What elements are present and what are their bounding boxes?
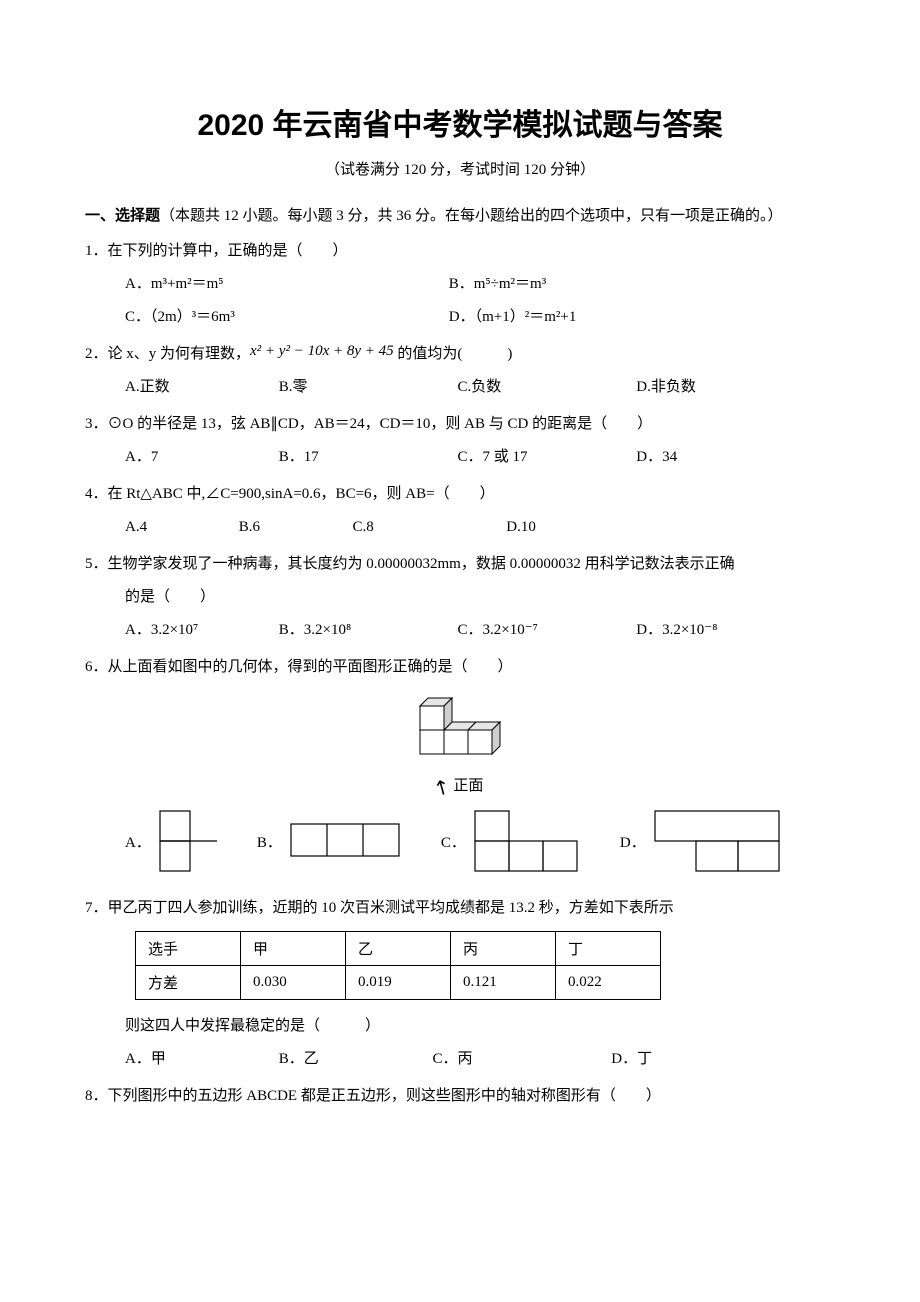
section-1-label: 一、选择题 — [85, 208, 160, 224]
q6-opt-d-label: D． — [620, 831, 646, 852]
q5-stem2: 的是（ ） — [85, 581, 835, 614]
q5-stem: 5．生物学家发现了一种病毒，其长度约为 0.00000032mm，数据 0.00… — [85, 548, 835, 581]
q2-opt-c: C.负数 — [458, 371, 633, 404]
q2-stem-pre: 2．论 x、y 为何有理数， — [85, 346, 250, 362]
question-8: 8．下列图形中的五边形 ABCDE 都是正五边形，则这些图形中的轴对称图形有（ … — [85, 1080, 835, 1113]
section-1-heading: 一、选择题（本题共 12 小题。每小题 3 分，共 36 分。在每小题给出的四个… — [85, 201, 835, 231]
q7-opt-c: C．丙 — [433, 1043, 608, 1076]
q2-expr: x² + y² − 10x + 8y + 45 — [250, 343, 394, 359]
question-2: 2．论 x、y 为何有理数，x² + y² − 10x + 8y + 45 的值… — [85, 338, 835, 404]
q6-shape-a — [159, 810, 221, 872]
q1-stem: 1．在下列的计算中，正确的是（ ） — [85, 235, 835, 268]
q8-stem: 8．下列图形中的五边形 ABCDE 都是正五边形，则这些图形中的轴对称图形有（ … — [85, 1080, 835, 1113]
q2-opt-b: B.零 — [279, 371, 454, 404]
q1-opt-d: D．（m+1）²＝m²+1 — [449, 301, 577, 334]
q2-stem-post: 的值均为( ) — [394, 346, 513, 362]
q3-opt-d: D．34 — [636, 441, 677, 474]
q4-opt-d: D.10 — [506, 511, 536, 544]
q1-opt-a: A．m³+m²＝m⁵ — [125, 268, 445, 301]
table-row: 选手 甲 乙 丙 丁 — [136, 932, 661, 966]
q4-stem: 4．在 Rt△ABC 中,∠C=900,sinA=0.6，BC=6，则 AB=（… — [85, 478, 835, 511]
cell-d: 0.022 — [556, 966, 661, 1000]
th-b: 乙 — [346, 932, 451, 966]
q6-opt-c-label: C． — [441, 831, 466, 852]
q4-opt-b: B.6 — [239, 511, 349, 544]
question-4: 4．在 Rt△ABC 中,∠C=900,sinA=0.6，BC=6，则 AB=（… — [85, 478, 835, 544]
q7-stem: 7．甲乙丙丁四人参加训练，近期的 10 次百米测试平均成绩都是 13.2 秒，方… — [85, 892, 835, 925]
q2-opt-d: D.非负数 — [636, 371, 696, 404]
question-6: 6．从上面看如图中的几何体，得到的平面图形正确的是（ ） — [85, 651, 835, 684]
table-row: 方差 0.030 0.019 0.121 0.022 — [136, 966, 661, 1000]
q2-opt-a: A.正数 — [125, 371, 275, 404]
q3-opt-b: B．17 — [279, 441, 454, 474]
arrow-icon: ↗ — [426, 774, 456, 801]
q5-opt-b: B．3.2×10⁸ — [279, 614, 454, 647]
q5-opt-d: D．3.2×10⁻⁸ — [636, 614, 717, 647]
th-player: 选手 — [136, 932, 241, 966]
q7-opt-b: B．乙 — [279, 1043, 429, 1076]
cell-b: 0.019 — [346, 966, 451, 1000]
q6-opt-b-label: B． — [257, 831, 282, 852]
q5-opt-c: C．3.2×10⁻⁷ — [458, 614, 633, 647]
question-1: 1．在下列的计算中，正确的是（ ） A．m³+m²＝m⁵ B．m⁵÷m²＝m³ … — [85, 235, 835, 334]
q6-options-row: A． B． C． D． — [85, 810, 835, 872]
variance-table: 选手 甲 乙 丙 丁 方差 0.030 0.019 0.121 0.022 — [135, 931, 661, 1000]
q1-opt-b: B．m⁵÷m²＝m³ — [449, 268, 546, 301]
q7-opt-a: A．甲 — [125, 1043, 275, 1076]
page-subtitle: （试卷满分 120 分，考试时间 120 分钟） — [85, 158, 835, 179]
q5-opt-a: A．3.2×10⁷ — [125, 614, 275, 647]
cube-figure — [85, 690, 835, 769]
cube-3d-icon — [410, 690, 510, 764]
q7-after: 则这四人中发挥最稳定的是（ ） A．甲 B．乙 C．丙 D．丁 — [85, 1010, 835, 1076]
q6-shape-d — [654, 810, 784, 872]
cell-c: 0.121 — [451, 966, 556, 1000]
q6-stem: 6．从上面看如图中的几何体，得到的平面图形正确的是（ ） — [85, 651, 835, 684]
exam-page: 2020 年云南省中考数学模拟试题与答案 （试卷满分 120 分，考试时间 12… — [0, 0, 920, 1177]
q4-opt-c: C.8 — [353, 511, 503, 544]
row-label: 方差 — [136, 966, 241, 1000]
question-3: 3．⊙O 的半径是 13，弦 AB∥CD，AB＝24，CD＝10，则 AB 与 … — [85, 408, 835, 474]
q4-opt-a: A.4 — [125, 511, 235, 544]
th-d: 丁 — [556, 932, 661, 966]
q3-opt-a: A．7 — [125, 441, 275, 474]
q7-opt-d: D．丁 — [611, 1043, 652, 1076]
q3-opt-c: C．7 或 17 — [458, 441, 633, 474]
q6-shape-c — [474, 810, 584, 872]
front-label-row: ↗正面 — [85, 771, 835, 796]
question-7: 7．甲乙丙丁四人参加训练，近期的 10 次百米测试平均成绩都是 13.2 秒，方… — [85, 892, 835, 925]
page-title: 2020 年云南省中考数学模拟试题与答案 — [85, 100, 835, 144]
question-5: 5．生物学家发现了一种病毒，其长度约为 0.00000032mm，数据 0.00… — [85, 548, 835, 647]
q6-shape-b — [290, 823, 405, 859]
q6-opt-a-label: A． — [125, 831, 151, 852]
th-c: 丙 — [451, 932, 556, 966]
th-a: 甲 — [241, 932, 346, 966]
front-label: 正面 — [453, 778, 483, 794]
section-1-desc: （本题共 12 小题。每小题 3 分，共 36 分。在每小题给出的四个选项中，只… — [160, 208, 783, 224]
q7-after-text: 则这四人中发挥最稳定的是（ ） — [85, 1010, 835, 1043]
q3-stem: 3．⊙O 的半径是 13，弦 AB∥CD，AB＝24，CD＝10，则 AB 与 … — [85, 408, 835, 441]
q1-opt-c: C．（2m）³＝6m³ — [125, 301, 445, 334]
cell-a: 0.030 — [241, 966, 346, 1000]
